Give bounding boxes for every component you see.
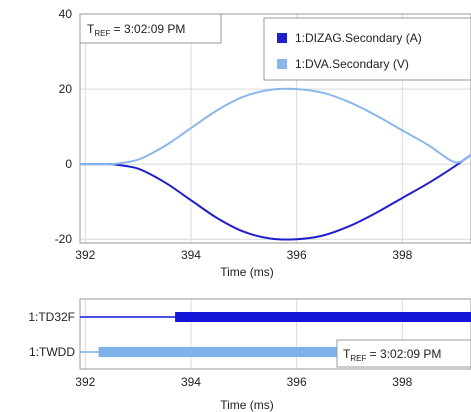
top-y-tick-40: 40	[59, 7, 73, 21]
bottom-x-tick-398: 398	[392, 375, 412, 389]
top-series-lines	[79, 87, 471, 241]
series-line-dva	[79, 87, 471, 166]
bottom-tref-box: TREF = 3:02:09 PM	[336, 339, 471, 368]
legend-swatch-dva	[277, 59, 287, 69]
legend-frame	[263, 17, 471, 81]
bottom-tref-value: = 3:02:09 PM	[366, 347, 441, 361]
bottom-x-tick-394: 394	[181, 375, 201, 389]
bottom-x-tick-labels: 392 394 396 398	[75, 375, 412, 389]
top-tref-label: T	[87, 22, 95, 36]
top-tref-sub: REF	[94, 29, 110, 38]
legend-label-dizag: 1:DIZAG.Secondary (A)	[295, 31, 422, 45]
digital-asserted-twdd	[98, 347, 339, 357]
legend: 1:DIZAG.Secondary (A) 1:DVA.Secondary (V…	[263, 17, 471, 81]
bottom-tref-label: T	[343, 347, 351, 361]
bottom-tref-text: TREF = 3:02:09 PM	[343, 347, 441, 363]
bottom-tref-sub: REF	[350, 354, 366, 363]
bottom-x-tick-396: 396	[287, 375, 307, 389]
channel-label-td32f: 1:TD32F	[28, 310, 75, 324]
top-tref-box: TREF = 3:02:09 PM	[79, 13, 222, 44]
channel-label-twdd: 1:TWDD	[29, 345, 75, 359]
top-x-tick-398: 398	[392, 248, 412, 262]
top-x-axis-label: Time (ms)	[220, 265, 274, 279]
bottom-plot-frame	[79, 298, 471, 370]
bottom-x-axis-label: Time (ms)	[220, 398, 274, 412]
series-line-dizag	[79, 153, 471, 241]
bottom-tref-frame	[336, 339, 471, 368]
bottom-x-tick-392: 392	[75, 375, 95, 389]
top-y-tick-20: 20	[59, 82, 73, 96]
top-plot-frame	[79, 13, 471, 244]
top-y-tick-0: 0	[65, 157, 72, 171]
legend-swatch-dizag	[277, 33, 287, 43]
top-x-tick-392: 392	[75, 248, 95, 262]
top-x-tick-396: 396	[287, 248, 307, 262]
top-x-tick-labels: 392 394 396 398	[75, 248, 412, 262]
legend-label-dva: 1:DVA.Secondary (V)	[295, 57, 409, 71]
digital-asserted-td32f	[175, 312, 471, 322]
top-tref-text: TREF = 3:02:09 PM	[87, 22, 185, 38]
top-tref-frame	[79, 13, 222, 44]
top-x-tick-394: 394	[181, 248, 201, 262]
top-tref-value: = 3:02:09 PM	[110, 22, 185, 36]
top-y-tick-labels: 40 20 0 -20	[55, 7, 73, 246]
top-y-tick--20: -20	[55, 232, 73, 246]
